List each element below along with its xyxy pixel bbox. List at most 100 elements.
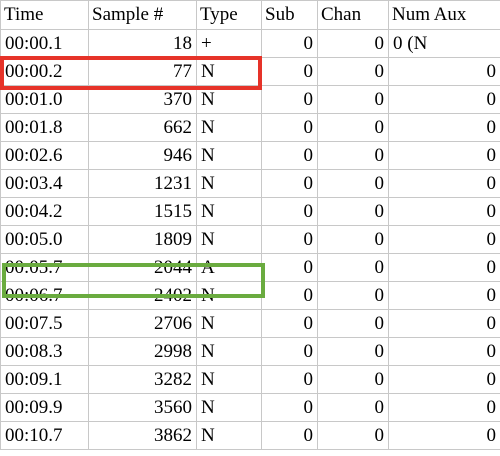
cell-num-aux[interactable]: 0: [388, 225, 500, 254]
cell-sample[interactable]: 3282: [88, 365, 197, 394]
cell-num-aux[interactable]: 0: [388, 309, 500, 338]
cell-sub[interactable]: 0: [261, 197, 318, 226]
table-row: 00:00.2 77 N 0 0 0: [0, 57, 500, 86]
cell-num-aux[interactable]: 0: [388, 169, 500, 198]
table-row: 00:10.7 3862 N 0 0 0: [0, 421, 500, 450]
cell-time[interactable]: 00:00.1: [0, 29, 89, 58]
cell-num-aux[interactable]: 0: [388, 197, 500, 226]
cell-chan[interactable]: 0: [317, 85, 389, 114]
table-row: 00:03.4 1231 N 0 0 0: [0, 169, 500, 198]
cell-time[interactable]: 00:07.5: [0, 309, 89, 338]
cell-type[interactable]: N: [196, 281, 262, 310]
cell-sub[interactable]: 0: [261, 365, 318, 394]
cell-time[interactable]: 00:02.6: [0, 141, 89, 170]
cell-time[interactable]: 00:09.1: [0, 365, 89, 394]
cell-time[interactable]: 00:10.7: [0, 421, 89, 450]
cell-sample[interactable]: 1809: [88, 225, 197, 254]
cell-time[interactable]: 00:01.0: [0, 85, 89, 114]
cell-time[interactable]: 00:01.8: [0, 113, 89, 142]
cell-sample[interactable]: 946: [88, 141, 197, 170]
cell-sub[interactable]: 0: [261, 281, 318, 310]
cell-num-aux[interactable]: 0: [388, 57, 500, 86]
cell-chan[interactable]: 0: [317, 113, 389, 142]
cell-num-aux[interactable]: 0: [388, 365, 500, 394]
cell-chan[interactable]: 0: [317, 29, 389, 58]
cell-type[interactable]: N: [196, 225, 262, 254]
table-row: 00:05.7 2044 A 0 0 0: [0, 253, 500, 282]
cell-chan[interactable]: 0: [317, 225, 389, 254]
cell-time[interactable]: 00:04.2: [0, 197, 89, 226]
cell-chan[interactable]: 0: [317, 253, 389, 282]
cell-num-aux[interactable]: 0: [388, 141, 500, 170]
cell-sub[interactable]: 0: [261, 309, 318, 338]
cell-type[interactable]: N: [196, 365, 262, 394]
column-header-num-aux[interactable]: Num Aux: [388, 0, 500, 30]
cell-sample[interactable]: 370: [88, 85, 197, 114]
cell-type[interactable]: A: [196, 253, 262, 282]
cell-num-aux[interactable]: 0: [388, 85, 500, 114]
cell-sample[interactable]: 18: [88, 29, 197, 58]
cell-type[interactable]: N: [196, 113, 262, 142]
cell-num-aux[interactable]: 0 (N: [388, 29, 500, 58]
cell-type[interactable]: N: [196, 197, 262, 226]
cell-sub[interactable]: 0: [261, 57, 318, 86]
cell-sample[interactable]: 1515: [88, 197, 197, 226]
cell-num-aux[interactable]: 0: [388, 337, 500, 366]
cell-time[interactable]: 00:00.2: [0, 57, 89, 86]
cell-type[interactable]: N: [196, 169, 262, 198]
cell-time[interactable]: 00:08.3: [0, 337, 89, 366]
cell-time[interactable]: 00:05.7: [0, 253, 89, 282]
cell-type[interactable]: N: [196, 141, 262, 170]
column-header-sample[interactable]: Sample #: [88, 0, 197, 30]
cell-chan[interactable]: 0: [317, 337, 389, 366]
cell-num-aux[interactable]: 0: [388, 421, 500, 450]
cell-num-aux[interactable]: 0: [388, 113, 500, 142]
cell-chan[interactable]: 0: [317, 57, 389, 86]
cell-time[interactable]: 00:03.4: [0, 169, 89, 198]
cell-chan[interactable]: 0: [317, 365, 389, 394]
cell-type[interactable]: N: [196, 421, 262, 450]
cell-sample[interactable]: 2998: [88, 337, 197, 366]
cell-sub[interactable]: 0: [261, 169, 318, 198]
column-header-time[interactable]: Time: [0, 0, 89, 30]
column-header-sub[interactable]: Sub: [261, 0, 318, 30]
cell-chan[interactable]: 0: [317, 141, 389, 170]
cell-type[interactable]: N: [196, 57, 262, 86]
cell-num-aux[interactable]: 0: [388, 393, 500, 422]
cell-type[interactable]: N: [196, 337, 262, 366]
cell-sample[interactable]: 2706: [88, 309, 197, 338]
cell-sub[interactable]: 0: [261, 253, 318, 282]
cell-time[interactable]: 00:09.9: [0, 393, 89, 422]
cell-type[interactable]: +: [196, 29, 262, 58]
cell-sub[interactable]: 0: [261, 337, 318, 366]
cell-sub[interactable]: 0: [261, 393, 318, 422]
cell-sample[interactable]: 1231: [88, 169, 197, 198]
cell-sample[interactable]: 3862: [88, 421, 197, 450]
cell-sample[interactable]: 3560: [88, 393, 197, 422]
cell-sample[interactable]: 2402: [88, 281, 197, 310]
cell-chan[interactable]: 0: [317, 309, 389, 338]
cell-chan[interactable]: 0: [317, 281, 389, 310]
cell-sub[interactable]: 0: [261, 29, 318, 58]
column-header-chan[interactable]: Chan: [317, 0, 389, 30]
cell-type[interactable]: N: [196, 393, 262, 422]
cell-time[interactable]: 00:05.0: [0, 225, 89, 254]
cell-chan[interactable]: 0: [317, 393, 389, 422]
cell-chan[interactable]: 0: [317, 197, 389, 226]
cell-chan[interactable]: 0: [317, 421, 389, 450]
cell-type[interactable]: N: [196, 309, 262, 338]
cell-sub[interactable]: 0: [261, 85, 318, 114]
cell-num-aux[interactable]: 0: [388, 281, 500, 310]
cell-chan[interactable]: 0: [317, 169, 389, 198]
cell-sub[interactable]: 0: [261, 421, 318, 450]
cell-sub[interactable]: 0: [261, 225, 318, 254]
cell-time[interactable]: 00:06.7: [0, 281, 89, 310]
cell-sub[interactable]: 0: [261, 141, 318, 170]
cell-sample[interactable]: 662: [88, 113, 197, 142]
cell-sub[interactable]: 0: [261, 113, 318, 142]
cell-type[interactable]: N: [196, 85, 262, 114]
cell-num-aux[interactable]: 0: [388, 253, 500, 282]
cell-sample[interactable]: 2044: [88, 253, 197, 282]
cell-sample[interactable]: 77: [88, 57, 197, 86]
column-header-type[interactable]: Type: [196, 0, 262, 30]
